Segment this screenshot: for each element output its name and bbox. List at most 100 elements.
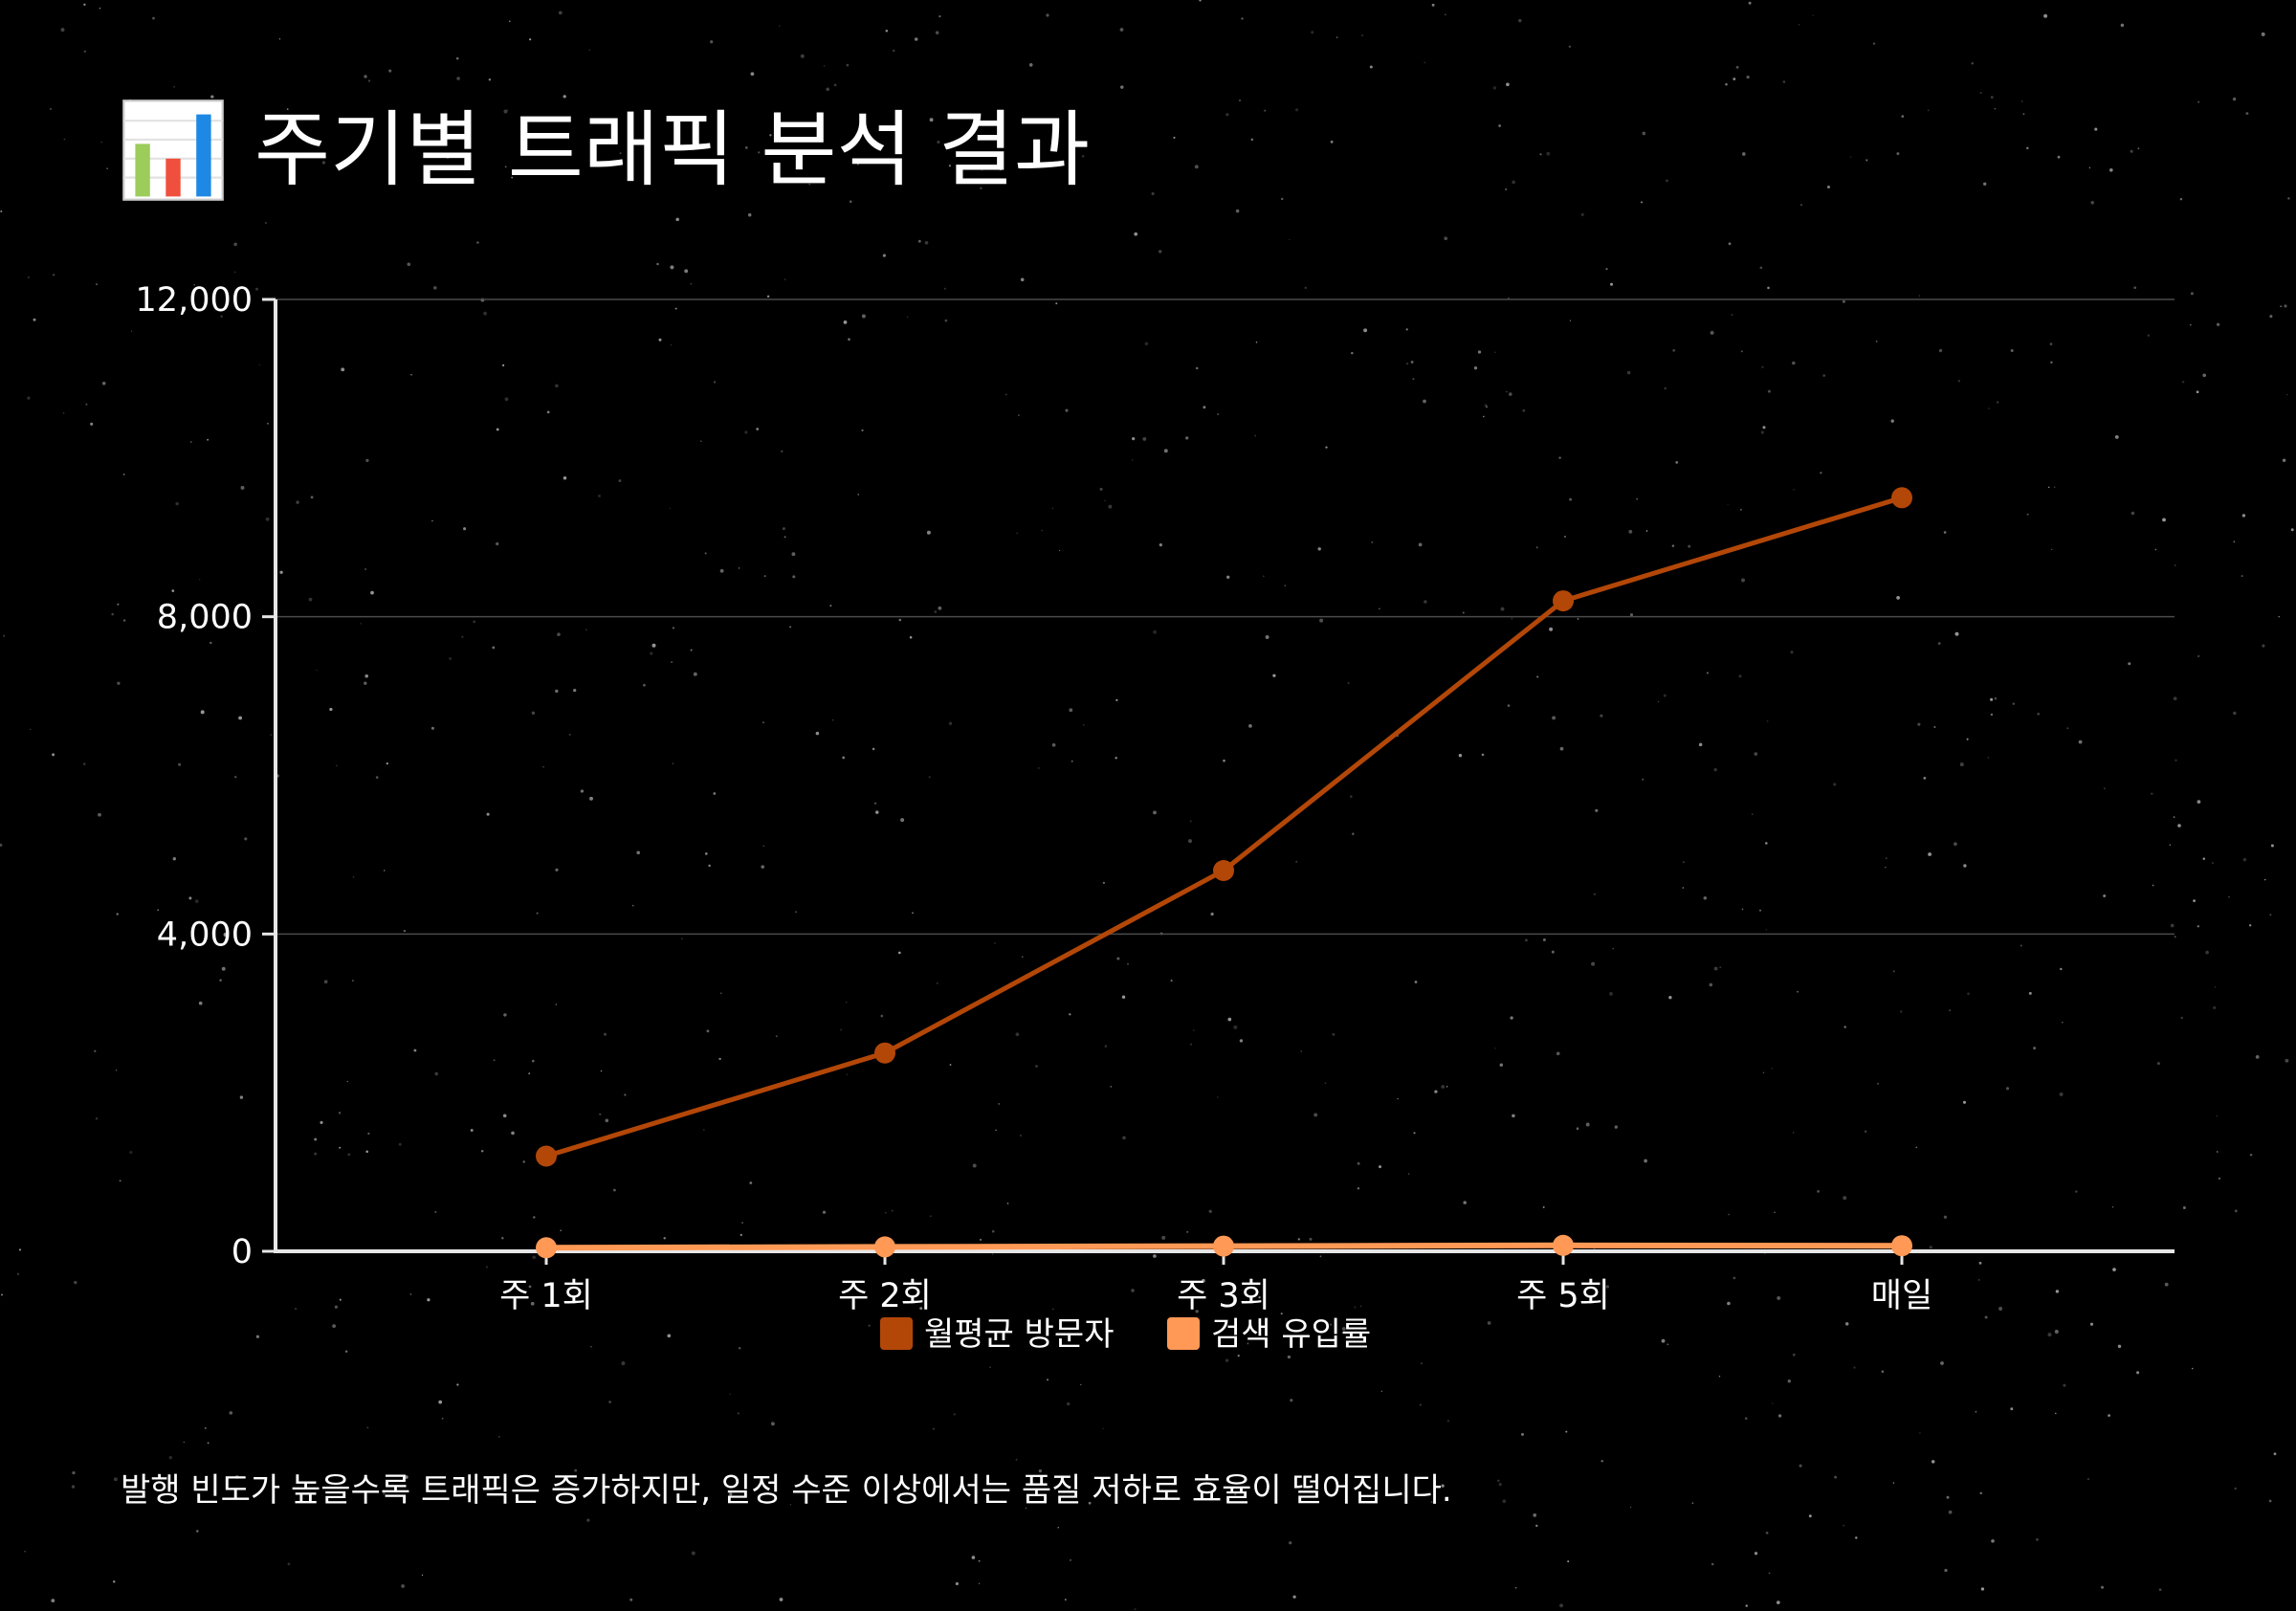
speckle [618, 479, 622, 482]
speckle [1380, 1390, 1383, 1392]
speckle [196, 1530, 199, 1533]
series-lines [536, 487, 1912, 1259]
speckle [1959, 762, 1964, 767]
speckle [341, 367, 345, 372]
speckle [1842, 299, 1845, 303]
speckle [2130, 511, 2135, 516]
speckle [2196, 390, 2199, 394]
speckle [1025, 1507, 1027, 1510]
speckle [1371, 541, 1374, 543]
speckle [1295, 108, 1299, 112]
speckle [504, 166, 507, 168]
speckle [1567, 1560, 1570, 1563]
speckle [1309, 1237, 1313, 1241]
speckle [1642, 131, 1646, 136]
speckle [1610, 282, 1613, 286]
speckle [1793, 1132, 1795, 1134]
speckle [72, 1470, 76, 1475]
speckle [2190, 323, 2192, 326]
speckle [2174, 564, 2176, 566]
speckle [1886, 857, 1888, 859]
speckle [1163, 449, 1168, 453]
speckle [980, 187, 982, 189]
speckle [868, 1324, 871, 1327]
speckle [2216, 1151, 2219, 1153]
speckle [1297, 1238, 1300, 1241]
speckle [1507, 704, 1511, 707]
speckle [2, 634, 6, 637]
speckle [2033, 1047, 2037, 1050]
speckle [763, 575, 766, 578]
legend-swatch [880, 1317, 913, 1350]
speckle [405, 1475, 408, 1479]
speckle [2242, 857, 2247, 862]
speckle [1524, 938, 1528, 942]
speckle [336, 764, 338, 767]
speckle [85, 403, 88, 406]
speckle [1569, 320, 1572, 321]
speckle [779, 1598, 784, 1601]
speckle [497, 1435, 500, 1438]
speckle [1725, 82, 1728, 86]
speckle [1978, 1261, 1982, 1265]
speckle [506, 109, 509, 111]
speckle [1797, 990, 1799, 993]
speckle [706, 1029, 710, 1033]
speckle [30, 728, 32, 731]
speckle [1896, 595, 1901, 600]
speckle [840, 1028, 843, 1031]
speckle [323, 980, 328, 984]
speckle [1069, 1013, 1071, 1016]
speckle [1064, 1599, 1067, 1600]
speckle [1963, 864, 1967, 868]
speckle [1565, 1430, 1568, 1433]
speckle [1733, 77, 1736, 81]
speckle [667, 1334, 672, 1338]
speckle [1317, 547, 1321, 551]
speckle [631, 904, 634, 907]
speckle [1790, 651, 1794, 654]
speckle [1644, 1159, 1647, 1163]
speckle [1559, 1603, 1563, 1608]
speckle [1481, 753, 1485, 757]
speckle [1292, 1595, 1296, 1599]
speckle [504, 397, 509, 402]
speckle [1943, 1215, 1948, 1219]
speckle [264, 221, 268, 225]
speckle [1535, 1524, 1538, 1528]
visitors-point [1553, 590, 1574, 612]
speckle [691, 1551, 695, 1556]
speckle [365, 458, 369, 463]
speckle [710, 40, 714, 44]
speckle [929, 118, 934, 122]
speckle [1028, 63, 1033, 67]
speckle [308, 597, 313, 602]
speckle [1522, 408, 1526, 412]
speckle [769, 134, 772, 137]
speckle [2212, 862, 2214, 864]
speckle [1799, 204, 1802, 207]
speckle [949, 1064, 952, 1066]
speckle [1739, 508, 1742, 511]
speckle [929, 1215, 932, 1218]
speckle [0, 210, 3, 213]
speckle [898, 618, 902, 622]
search-rate-point [874, 1236, 895, 1258]
speckle [219, 979, 222, 982]
speckle [51, 1599, 55, 1602]
speckle [636, 850, 640, 855]
speckle [2108, 167, 2113, 172]
speckle [1262, 575, 1265, 578]
speckle [1272, 673, 1276, 677]
speckle [112, 1580, 116, 1583]
speckle [1405, 328, 1408, 331]
speckle [1593, 893, 1597, 895]
speckle [1735, 65, 1739, 69]
speckle [2026, 513, 2029, 516]
speckle [2005, 1087, 2010, 1091]
speckle [1792, 1353, 1796, 1357]
speckle [2062, 1021, 2064, 1024]
speckle [367, 1132, 370, 1136]
speckle [738, 1346, 741, 1350]
speckle [2147, 334, 2151, 337]
